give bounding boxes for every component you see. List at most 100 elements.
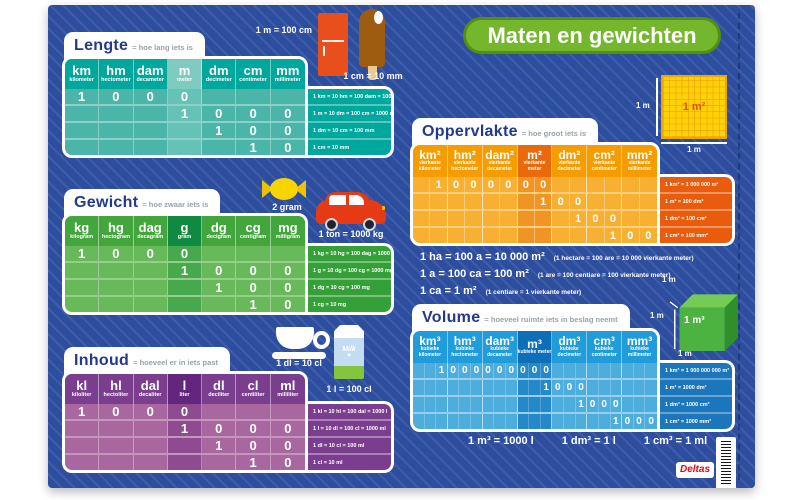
unit-header-hm: hm hectometer — [99, 59, 134, 89]
table-cell: 0 — [483, 177, 501, 192]
equation-main: 1 ca = 1 m² — [420, 285, 477, 297]
table-cell — [500, 228, 518, 243]
car-headlight — [382, 206, 385, 210]
equation-line: 1 ca = 1 m² (1 centiare = 1 vierkante me… — [420, 285, 694, 302]
table-cell — [471, 380, 483, 395]
car-window-front — [329, 195, 346, 205]
table-cell — [134, 263, 168, 278]
unit-header-dl: dl deciliter — [202, 374, 237, 404]
table-cell — [430, 228, 448, 243]
table-cell — [552, 414, 565, 429]
gewicht-title: Gewicht — [74, 194, 139, 211]
popsicle-stick — [368, 66, 377, 80]
table-cell: 0 — [134, 404, 168, 419]
unit-header-g: g gram — [167, 216, 203, 246]
table-cell — [448, 414, 460, 429]
table-cell — [65, 421, 100, 436]
unit-header-l: l liter — [167, 374, 203, 404]
volume-subtitle: = hoeveel ruimte iets in beslag neemt — [484, 315, 618, 324]
table-cell: 1 — [167, 106, 203, 121]
table-cell — [500, 211, 518, 226]
table-cell — [465, 211, 483, 226]
table-cell: 0 — [648, 416, 654, 427]
unit-header-dam³: dam³ kubieke decameter — [483, 331, 518, 363]
table-cell: 0 — [284, 438, 292, 453]
table-cell — [65, 123, 100, 138]
table-cell: 0 — [605, 211, 623, 226]
table-cell — [517, 397, 530, 412]
unit-header-km³: km³ kubieke kilometer — [413, 331, 448, 363]
table-cell — [425, 397, 437, 412]
table-cell: 0 — [167, 404, 203, 419]
table-cell — [634, 397, 646, 412]
table-cell: 0 — [622, 414, 634, 429]
table-cell: 0 — [535, 177, 553, 192]
table-cell — [599, 363, 611, 378]
table-cell — [483, 397, 495, 412]
table-cell — [576, 414, 588, 429]
table-cell — [640, 194, 657, 209]
volume-footer-equation: 1 cm³ = 1 ml — [643, 435, 708, 447]
table-cell: 0 — [599, 397, 611, 412]
lengte-table: km kilometer hm hectometer dam decameter m mete… — [62, 56, 308, 158]
square-side-left-label: 1 m — [636, 101, 650, 110]
gewicht-header-row: kg kilogram hg hectogram dag decagram g gram dg d… — [65, 216, 305, 246]
oppervlakte-section: Oppervlakte = hoe groot iets is km² vierka… — [410, 118, 735, 246]
table-cell — [202, 89, 237, 104]
table-cell — [134, 421, 168, 436]
table-cell: 0 — [284, 263, 292, 278]
milk-carton-top — [334, 325, 364, 338]
square-horizontal-arrow — [661, 142, 727, 144]
cubic-meter-figure: 1 m 1 m 1 m³ 1 m — [650, 275, 750, 361]
volume-header-row: km³ kubieke kilometer hm³ kubieke hectomete… — [413, 331, 657, 363]
table-cell — [599, 414, 611, 429]
table-cell — [167, 438, 203, 453]
table-cell: 0 — [448, 363, 460, 378]
table-cell: 1 — [436, 363, 448, 378]
conversion-note: 1 kl = 10 hl = 100 dal = 1000 l — [313, 408, 388, 415]
table-cell — [494, 397, 506, 412]
table-cell — [65, 438, 100, 453]
volume-table: km³ kubieke kilometer hm³ kubieke hectomete… — [410, 328, 660, 432]
table-cell: 0 — [202, 106, 237, 121]
unit-header-hm²: hm² vierkante hectometer — [448, 145, 483, 177]
conversion-note: 1 km³ = 1 000 000 000 m³ — [665, 367, 730, 374]
table-cell: 0 — [494, 363, 506, 378]
milk-carton-bottom — [334, 366, 364, 379]
unit-header-kg: kg kilogram — [65, 216, 100, 246]
table-cell: 0 — [570, 194, 588, 209]
unit-header-m: m meter — [167, 59, 203, 89]
table-cell — [506, 380, 518, 395]
gewicht-notes: 1 kg = 10 hg = 100 dag = 1000 g 1 g = 10 … — [308, 243, 394, 315]
milk-label: 1 l = 100 cl — [326, 384, 372, 394]
table-cell — [436, 397, 448, 412]
gewicht-table: kg kilogram hg hectogram dag decagram g gram dg d… — [62, 213, 308, 315]
table-cell: 0 — [202, 263, 237, 278]
table-cell: 0 — [459, 363, 472, 378]
table-cell — [587, 363, 599, 378]
unit-header-ml: ml milliliter — [277, 378, 299, 399]
conversion-note: 1 km = 10 hm = 100 dam = 1000 m — [313, 93, 391, 100]
popsicle-icon — [359, 9, 385, 67]
table-cell — [413, 397, 425, 412]
candy-body — [270, 178, 298, 200]
table-cell: 1 — [605, 228, 623, 243]
unit-header-hm³: hm³ kubieke hectometer — [448, 331, 483, 363]
candy-wrapper-right — [295, 180, 306, 198]
table-cell: 1 — [430, 177, 448, 192]
inhoud-title: Inhoud — [74, 352, 130, 369]
table-cell — [459, 414, 472, 429]
table-cell — [167, 140, 203, 155]
table-cell: 1 — [236, 140, 271, 155]
table-cell: 1 — [167, 421, 203, 436]
lengte-notes: 1 km = 10 hm = 100 dam = 1000 m 1 m = 10 … — [308, 86, 394, 158]
table-cell — [65, 455, 100, 470]
table-cell: 0 — [506, 363, 518, 378]
popsicle-gloss — [374, 11, 383, 24]
candy-label: 2 gram — [272, 202, 302, 212]
cup-bowl — [276, 327, 314, 349]
